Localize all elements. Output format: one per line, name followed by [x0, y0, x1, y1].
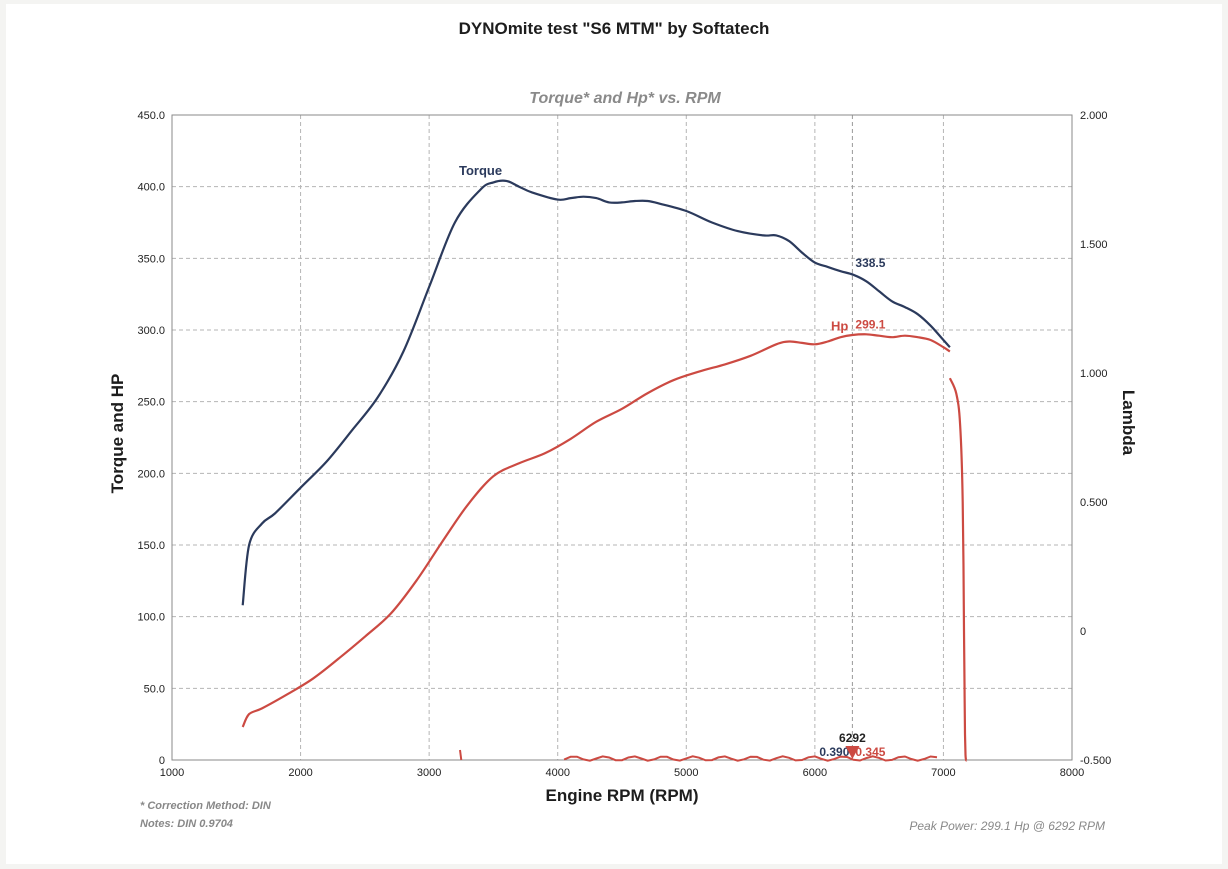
- x-tick-label: 3000: [417, 767, 441, 779]
- y-tick-label: 350.0: [137, 253, 165, 265]
- y2-axis-label: Lambda: [1119, 390, 1138, 456]
- x-tick-label: 8000: [1060, 767, 1084, 779]
- lambda-value-left: 0.390: [819, 745, 849, 759]
- y-tick-label: 250.0: [137, 397, 165, 409]
- y-tick-label: 200.0: [137, 468, 165, 480]
- peak-power-note: Peak Power: 299.1 Hp @ 6292 RPM: [909, 819, 1105, 833]
- y2-tick-label: 0.500: [1080, 497, 1108, 509]
- y-tick-label: 450.0: [137, 110, 165, 122]
- page-title: DYNOmite test "S6 MTM" by Softatech: [458, 19, 770, 38]
- torque-series-label: Torque: [459, 163, 502, 178]
- paper-background: [6, 4, 1222, 864]
- x-tick-label: 6000: [803, 767, 827, 779]
- y-tick-label: 400.0: [137, 182, 165, 194]
- y-tick-label: 0: [159, 755, 165, 767]
- x-tick-label: 1000: [160, 767, 184, 779]
- y-tick-label: 100.0: [137, 612, 165, 624]
- lambda-value-right: 0.345: [855, 745, 885, 759]
- x-tick-label: 2000: [288, 767, 312, 779]
- y-tick-label: 300.0: [137, 325, 165, 337]
- baseline-noise-trace: [459, 749, 938, 762]
- y-axis-label: Torque and HP: [108, 374, 127, 494]
- y2-tick-label: -0.500: [1080, 755, 1111, 767]
- y2-tick-label: 0: [1080, 626, 1086, 638]
- y-tick-label: 50.0: [144, 683, 165, 695]
- hp-curve: [241, 333, 951, 728]
- chart-title: Torque* and Hp* vs. RPM: [529, 90, 721, 107]
- x-axis-label: Engine RPM (RPM): [546, 786, 699, 805]
- cursor-marker-icon: [845, 746, 860, 759]
- torque-cursor-value: 338.5: [855, 256, 885, 270]
- notes-text: Notes: DIN 0.9704: [140, 818, 233, 830]
- lambda-curve: [948, 377, 968, 762]
- cursor-rpm-label: 6292: [839, 731, 866, 745]
- hp-series-label: Hp: [831, 319, 848, 334]
- torque-curve: [241, 179, 951, 606]
- y2-tick-label: 2.000: [1080, 110, 1108, 122]
- y2-tick-label: 1.500: [1080, 239, 1108, 251]
- x-tick-label: 5000: [674, 767, 698, 779]
- plot-frame: [171, 114, 1073, 761]
- x-tick-label: 4000: [545, 767, 569, 779]
- hp-cursor-value: 299.1: [855, 318, 885, 332]
- y-tick-label: 150.0: [137, 540, 165, 552]
- correction-method-note: * Correction Method: DIN: [140, 800, 271, 812]
- y2-tick-label: 1.000: [1080, 368, 1108, 380]
- x-tick-label: 7000: [931, 767, 955, 779]
